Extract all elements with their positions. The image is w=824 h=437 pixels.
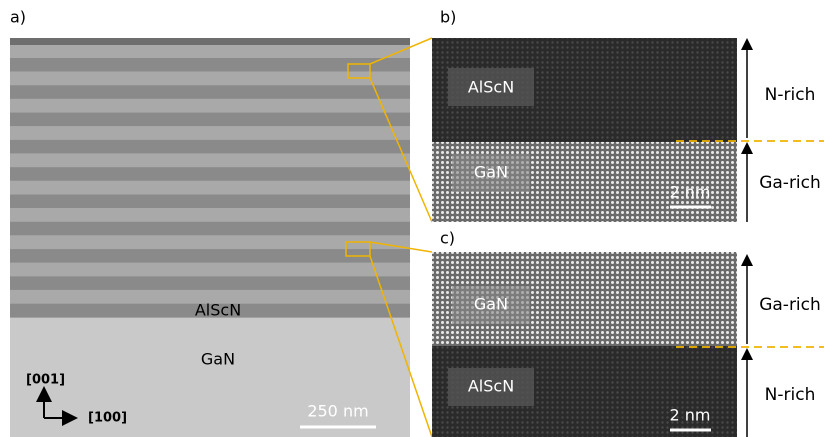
scale-bar-label: 250 nm — [307, 402, 368, 421]
layer-label: AlScN — [195, 301, 241, 320]
panel-label: b) — [440, 8, 456, 27]
stripe — [10, 195, 410, 209]
panel-label: c) — [440, 229, 455, 248]
panel-label: a) — [10, 8, 26, 27]
axis-label: [001] — [26, 373, 65, 388]
stripe — [10, 113, 410, 127]
region-label: N-rich — [765, 85, 816, 105]
axis-label: [100] — [88, 411, 127, 426]
layer-label: AlScN — [468, 377, 514, 396]
layer-label: AlScN — [468, 78, 514, 97]
region-label: Ga-rich — [759, 173, 821, 193]
region-label: N-rich — [765, 385, 816, 405]
layer-label: GaN — [474, 295, 508, 314]
figure: a) AlScN GaN [001] [100] 250 nm b) AlScN… — [0, 0, 824, 437]
layer-label: GaN — [201, 350, 235, 369]
region-label: Ga-rich — [759, 295, 821, 315]
scale-bar-label: 2 nm — [670, 183, 711, 202]
stripe — [10, 276, 410, 290]
stripe — [10, 140, 410, 154]
scale-bar-label: 2 nm — [670, 406, 711, 425]
stripe — [10, 222, 410, 236]
stripe — [10, 85, 410, 99]
stripe — [10, 38, 410, 45]
stripe — [10, 167, 410, 181]
layer-label: GaN — [474, 163, 508, 182]
panel-a-image — [10, 38, 410, 437]
